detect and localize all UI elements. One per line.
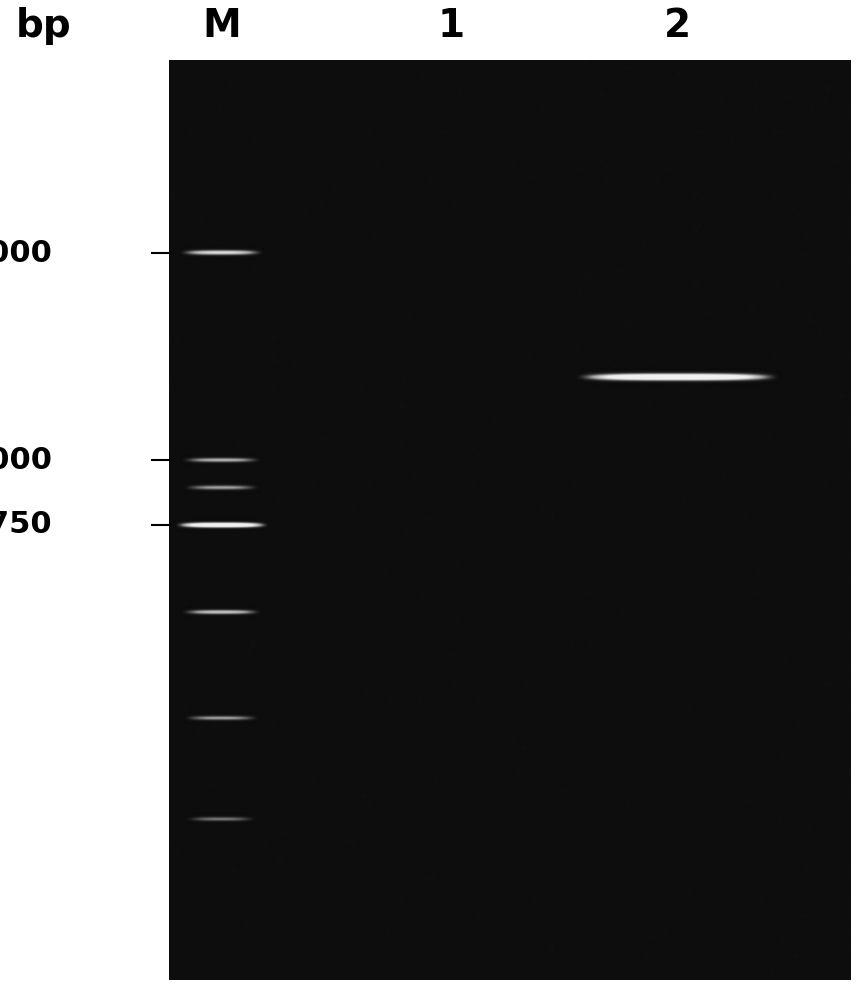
- Text: 2: 2: [663, 7, 691, 45]
- Bar: [169, 60, 851, 980]
- Text: 1000: 1000: [0, 446, 52, 475]
- Text: 750: 750: [0, 510, 52, 539]
- Text: 1: 1: [437, 7, 465, 45]
- Text: bp: bp: [16, 7, 71, 45]
- Text: M: M: [202, 7, 240, 45]
- Text: 2000: 2000: [0, 239, 52, 268]
